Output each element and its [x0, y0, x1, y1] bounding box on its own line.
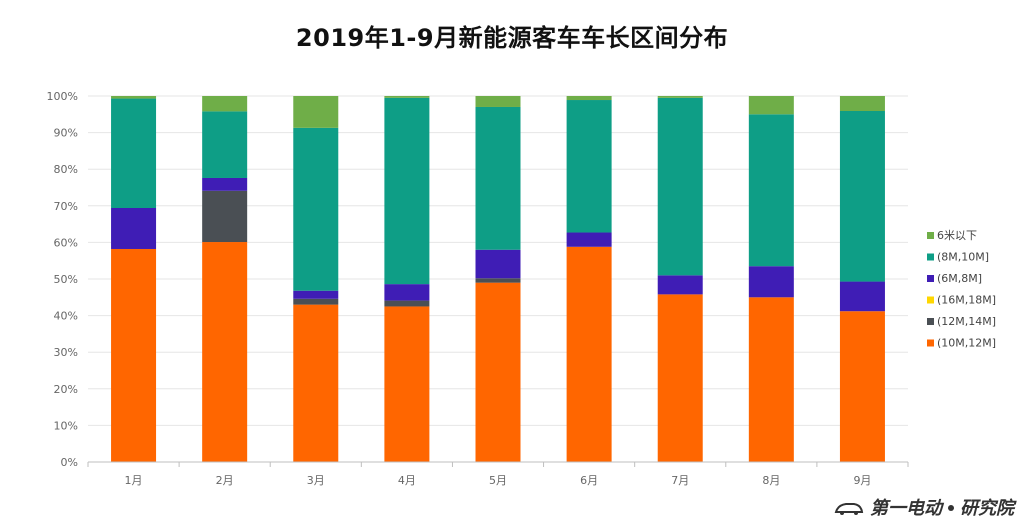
bar-segment: [111, 98, 157, 208]
y-tick-label: 80%: [54, 163, 78, 176]
bar-segment: [111, 207, 157, 249]
bar-segment: [293, 96, 339, 128]
y-tick-label: 100%: [47, 90, 78, 103]
bar-segment: [293, 290, 339, 299]
bar-segment: [839, 281, 885, 312]
chart-title: 2019年1-9月新能源客车车长区间分布: [295, 24, 729, 52]
bar-segment: [657, 275, 703, 295]
legend: 6米以下 (8M,10M] (6M,8M] (16M,18M] (12M,14M] (10…: [927, 229, 996, 350]
y-tick-label: 90%: [54, 127, 78, 140]
bar-segment: [202, 96, 248, 112]
x-tick-label: 5月: [489, 474, 507, 487]
bar-segment: [657, 97, 703, 276]
watermark-dot: [948, 504, 954, 511]
bar-segment: [111, 96, 157, 99]
legend-swatch: [927, 232, 934, 239]
bar-segment: [748, 297, 794, 462]
bar-segment: [748, 96, 794, 115]
bar-segment: [384, 300, 430, 307]
x-tick-label: 9月: [853, 474, 871, 487]
bar-segment: [566, 100, 612, 233]
bar-segment: [202, 242, 248, 462]
bar-segment: [566, 96, 612, 101]
axis-layer: 0% 10% 20% 30% 40% 50% 60% 70% 80% 90% 100% 1月 2月 3月 4…: [47, 90, 909, 487]
bar-segment: [657, 294, 703, 462]
bars-layer: [111, 96, 885, 462]
legend-swatch: [927, 318, 934, 325]
bar-segment: [384, 284, 430, 301]
legend-swatch: [927, 275, 934, 282]
bar-segment: [475, 106, 521, 250]
bar-segment: [475, 278, 521, 283]
x-tick-label: 2月: [216, 474, 234, 487]
legend-swatch: [927, 296, 934, 304]
y-tick-label: 70%: [54, 200, 78, 213]
bar-segment: [384, 96, 430, 98]
legend-label: (8M,10M]: [937, 251, 989, 264]
x-tick-label: 1月: [125, 474, 143, 487]
legend-label: (10M,12M]: [937, 337, 996, 350]
bar-segment: [657, 96, 703, 98]
watermark-brand: 第一电动: [870, 498, 942, 519]
bar-segment: [566, 246, 612, 462]
y-tick-label: 0%: [61, 456, 78, 469]
bar-segment: [384, 97, 430, 285]
bar-segment: [566, 232, 612, 247]
bar-segment: [839, 111, 885, 282]
bar-segment: [475, 249, 521, 279]
bar-segment: [293, 127, 339, 291]
y-tick-label: 10%: [54, 419, 78, 432]
bar-segment: [293, 298, 339, 305]
bar-segment: [839, 96, 885, 112]
car-logo-icon: [834, 499, 864, 520]
bar-segment: [748, 266, 794, 298]
bar-segment: [111, 248, 157, 462]
bar-segment: [748, 114, 794, 267]
bar-segment: [475, 96, 521, 107]
watermark: 第一电动 研究院: [834, 494, 1014, 520]
bar-segment: [839, 311, 885, 462]
x-tick-label: 8月: [762, 474, 780, 487]
x-tick-label: 6月: [580, 474, 598, 487]
legend-swatch: [927, 253, 934, 261]
bar-segment: [202, 111, 248, 178]
bar-segment: [293, 304, 339, 462]
legend-label: 6米以下: [937, 229, 977, 242]
x-tick-label: 3月: [307, 474, 325, 487]
watermark-sub: 研究院: [960, 498, 1014, 519]
legend-swatch: [927, 339, 934, 347]
bar-segment: [475, 282, 521, 462]
bar-segment: [202, 190, 248, 243]
bar-segment: [384, 306, 430, 462]
y-tick-label: 40%: [54, 310, 78, 323]
y-tick-label: 50%: [54, 273, 78, 286]
x-tick-label: 7月: [671, 474, 689, 487]
legend-label: (6M,8M]: [937, 272, 982, 285]
y-tick-label: 30%: [54, 346, 78, 359]
y-tick-label: 20%: [54, 383, 78, 396]
x-tick-label: 4月: [398, 474, 416, 487]
bar-segment: [202, 177, 248, 191]
y-tick-label: 60%: [54, 236, 78, 249]
legend-label: (12M,14M]: [937, 315, 996, 328]
legend-label: (16M,18M]: [937, 294, 996, 307]
